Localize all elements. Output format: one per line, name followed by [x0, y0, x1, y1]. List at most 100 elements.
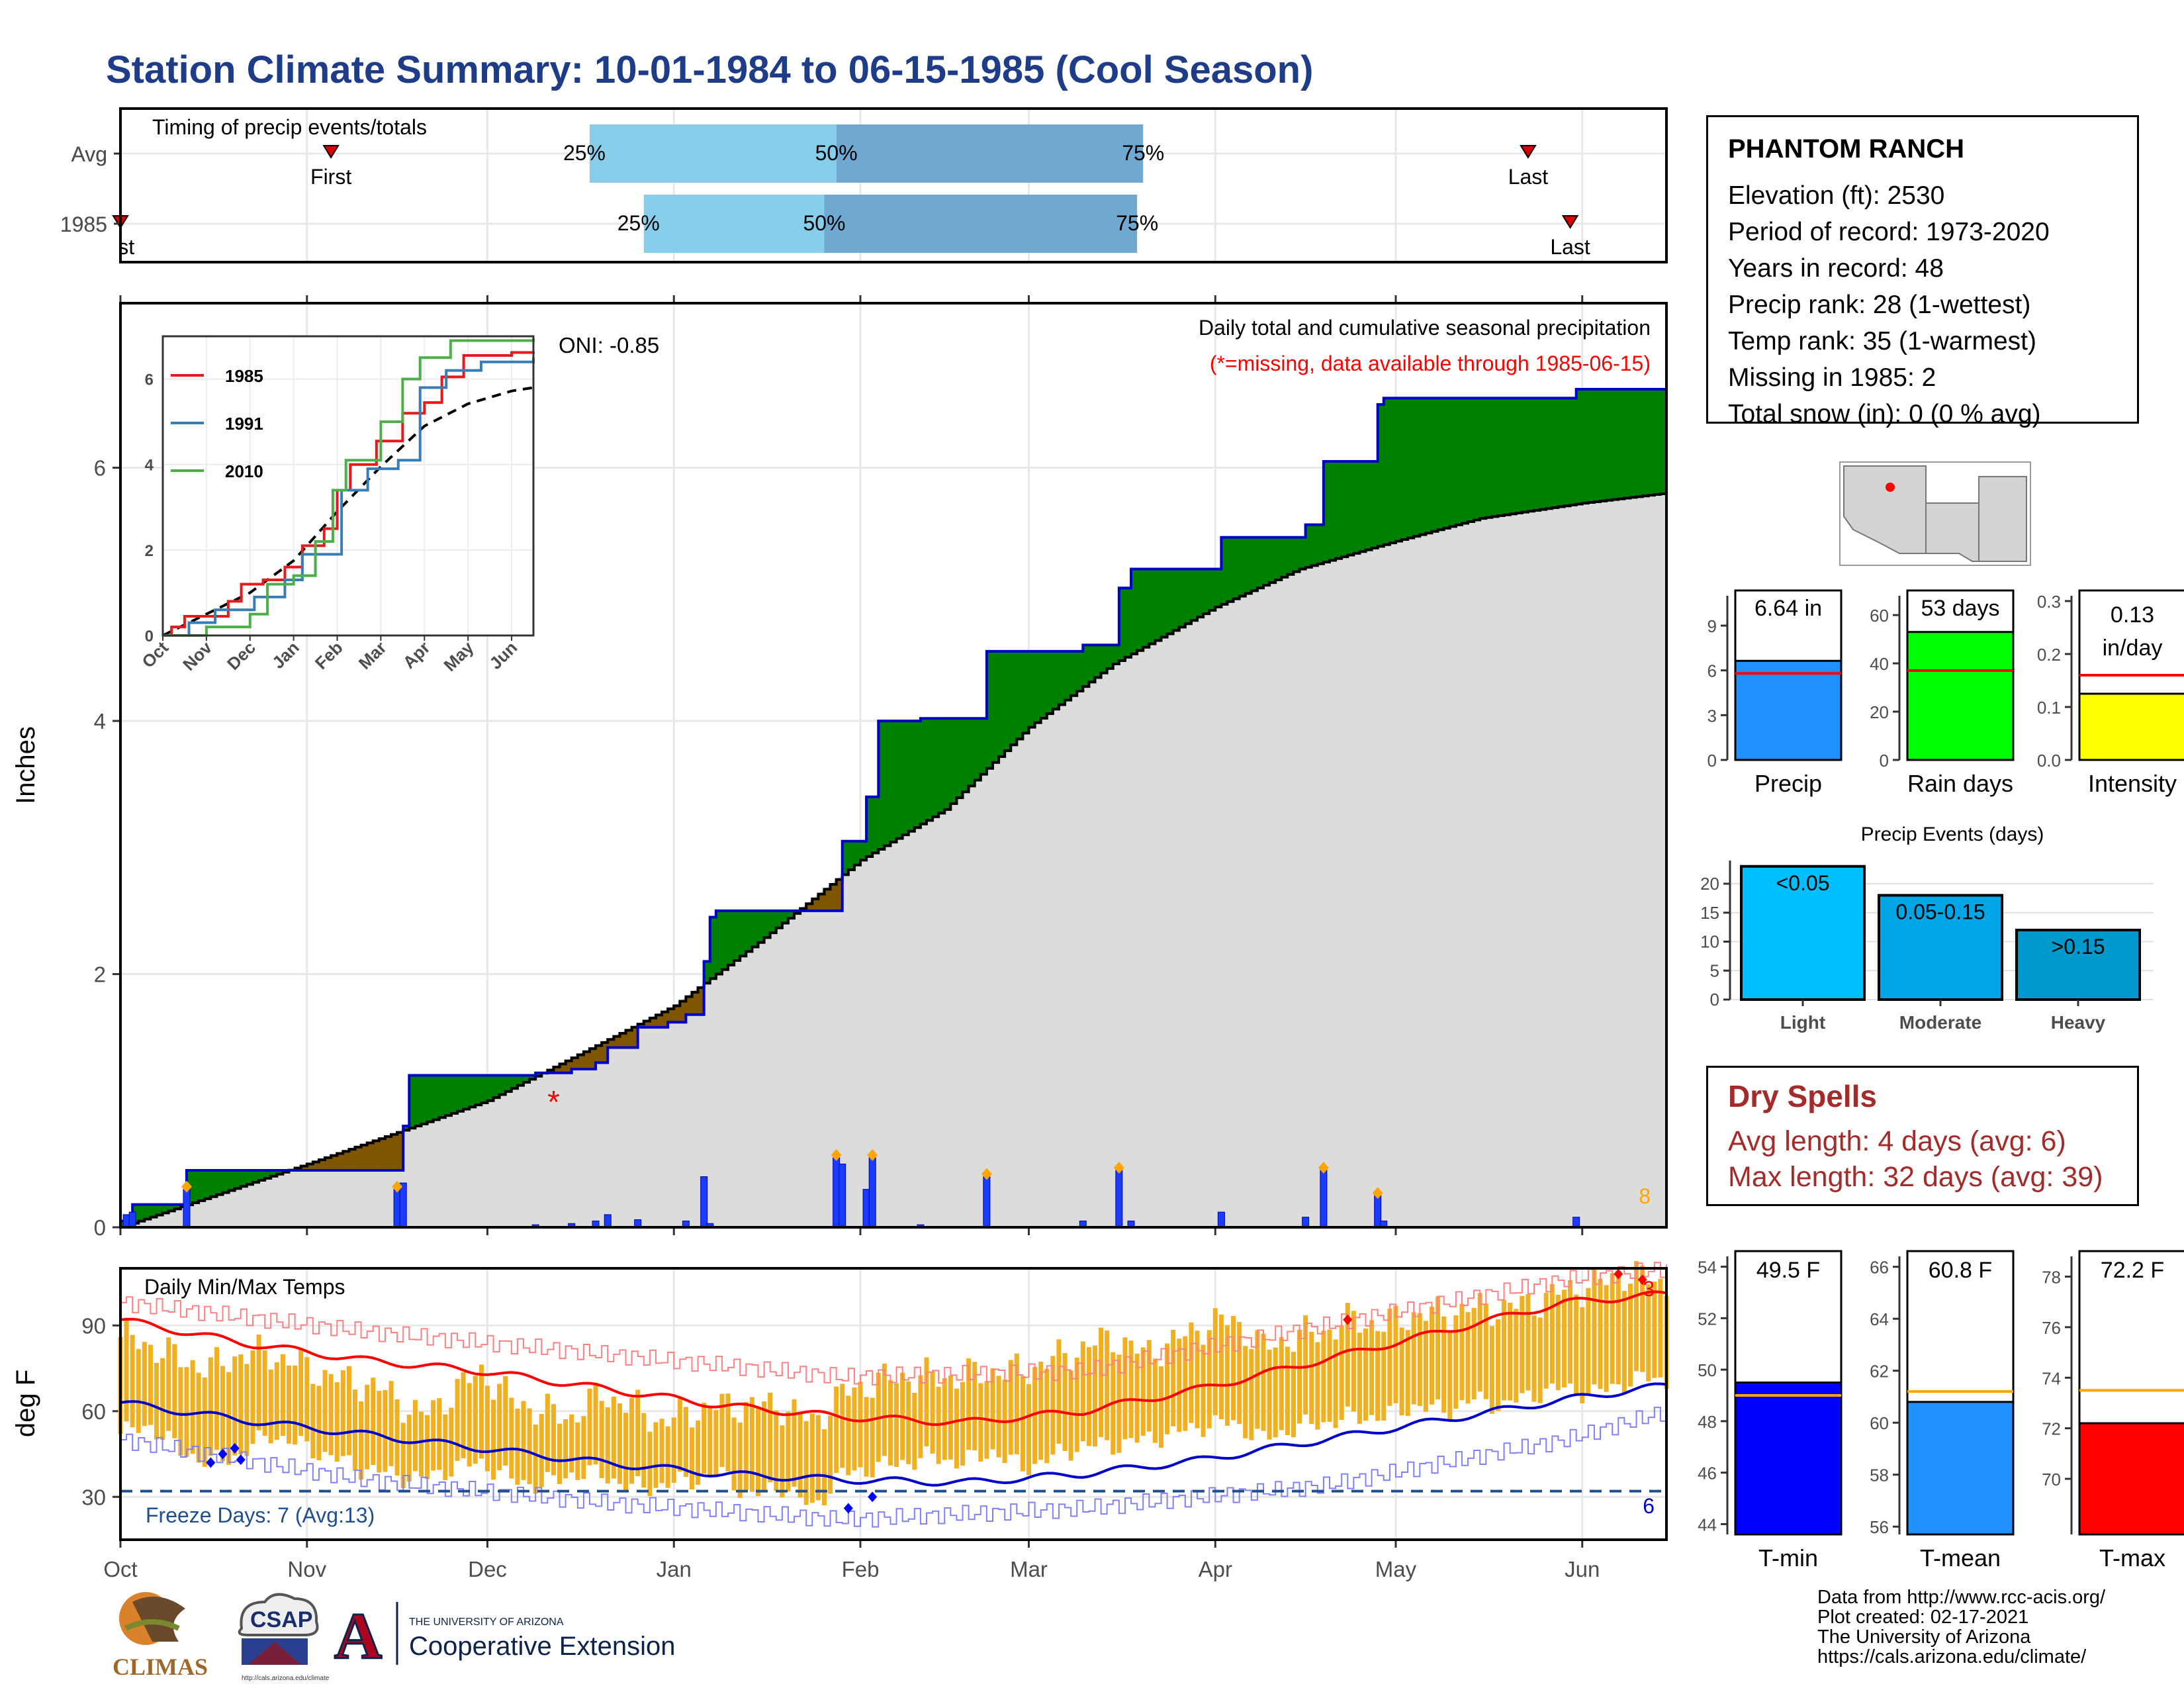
precip-above-avg-fill [1167, 569, 1174, 634]
precip-above-avg-fill [445, 1075, 452, 1116]
precip-summary-name: Intensity [2088, 770, 2177, 797]
freeze-marker [218, 1448, 228, 1460]
precip-daily-bar [1572, 1217, 1580, 1228]
precip-above-avg-fill [1449, 398, 1457, 527]
precip-above-avg-fill [1642, 389, 1649, 496]
freeze-marker [206, 1457, 216, 1468]
precip-above-avg-fill [1191, 569, 1198, 621]
precip-above-avg-fill [1371, 461, 1379, 549]
temp-daily-bar [1658, 1278, 1663, 1378]
precip-above-avg-fill [1089, 645, 1096, 682]
precip-above-avg-fill [1215, 569, 1222, 607]
precip-summary-tick-label: 6 [1707, 661, 1717, 681]
temp-daily-bar [1140, 1347, 1146, 1436]
precip-chart-subtitle: (*=missing, data available through 1985-… [1210, 352, 1651, 375]
precip-y-tick-label: 4 [94, 709, 106, 733]
temp-daily-bar [809, 1413, 815, 1503]
precip-above-avg-fill [234, 1170, 242, 1189]
precip-above-avg-fill [174, 1204, 181, 1209]
precip-above-avg-fill [1017, 651, 1024, 739]
temp-daily-bar [377, 1390, 382, 1473]
precip-above-avg-fill [1570, 398, 1577, 505]
precip-above-avg-fill [1173, 569, 1180, 631]
precip-above-avg-fill [1323, 461, 1330, 563]
temp-summary-tick-label: 60 [1870, 1413, 1889, 1433]
precip-above-avg-fill [1131, 569, 1138, 654]
precip-summary-tick-label: 0 [1880, 751, 1889, 771]
temp-daily-bar [443, 1414, 448, 1480]
temp-daily-bar [539, 1414, 544, 1487]
precip-below-avg-fill [312, 1162, 320, 1170]
timing-q75-label: 75% [1116, 211, 1158, 235]
precip-above-avg-fill [265, 1170, 271, 1178]
temp-summary-tick-label: 66 [1870, 1258, 1889, 1278]
inset-y-tick-label: 6 [145, 371, 154, 389]
temp-daily-bar [287, 1365, 292, 1444]
precip-daily-bar [128, 1211, 136, 1228]
temp-daily-bar [1086, 1346, 1091, 1446]
precip-above-avg-fill [1197, 569, 1204, 618]
precip-above-avg-fill [866, 796, 873, 857]
temp-daily-bar [232, 1356, 238, 1456]
precip-summary-tick-label: 0.2 [2037, 645, 2061, 665]
temp-y-tick-label: 30 [81, 1485, 106, 1509]
precip-above-avg-fill [1046, 651, 1054, 714]
temp-daily-bar [834, 1386, 839, 1474]
temp-daily-bar [1351, 1311, 1356, 1412]
precip-above-avg-fill [228, 1170, 236, 1191]
precip-above-avg-fill [1113, 645, 1120, 665]
temp-daily-bar [130, 1335, 135, 1428]
precip-above-avg-fill [1305, 524, 1312, 567]
events-bar-label: 0.05-0.15 [1895, 900, 1985, 924]
temp-daily-bar [1158, 1366, 1163, 1448]
precip-summary-tick-label: 0 [1707, 751, 1717, 771]
temp-daily-bar [160, 1358, 165, 1440]
temp-daily-bar [828, 1415, 833, 1494]
temp-record-min-line [120, 1407, 1667, 1528]
temp-daily-bar [142, 1342, 147, 1427]
precip-summary-name: Rain days [1907, 770, 2013, 797]
temp-daily-bar [1249, 1349, 1254, 1440]
temp-record-max-line [120, 1262, 1667, 1385]
temp-daily-bar [316, 1385, 322, 1461]
precip-above-avg-fill [992, 651, 999, 763]
temp-daily-bar [527, 1408, 532, 1485]
precip-below-avg-fill [559, 1064, 567, 1073]
precip-above-avg-fill [1023, 651, 1030, 733]
temp-daily-bar [1465, 1312, 1471, 1404]
precip-above-avg-fill [1582, 389, 1589, 504]
temp-summary-name: T-min [1758, 1544, 1818, 1571]
precip-above-avg-fill [1311, 524, 1318, 566]
timing-last-label: Last [1508, 165, 1549, 189]
precip-above-avg-fill [770, 910, 777, 933]
temp-daily-bar [1531, 1315, 1537, 1402]
temp-daily-bar [1375, 1331, 1381, 1421]
events-bar-heavy [2015, 929, 2141, 1001]
precip-summary-tick-label: 40 [1870, 654, 1889, 674]
precip-below-avg-fill [373, 1141, 380, 1170]
temp-daily-bar [521, 1401, 526, 1480]
precip-above-avg-fill [709, 917, 717, 979]
precip-above-avg-fill [1492, 398, 1499, 517]
temp-daily-bar [497, 1383, 502, 1470]
temp-daily-bar [491, 1399, 496, 1480]
timing-q75-label: 75% [1122, 141, 1164, 165]
precip-summary-value-label: 0.13 [2111, 602, 2154, 628]
precip-event-marker [181, 1180, 192, 1193]
temp-x-tick-label: Feb [842, 1557, 880, 1581]
precip-above-avg-fill [1600, 389, 1607, 501]
temp-daily-bar [1303, 1315, 1308, 1415]
temp-daily-bar [641, 1413, 647, 1488]
precip-summary-tick-label: 0.0 [2037, 751, 2061, 771]
temp-summary-bar [2078, 1422, 2184, 1536]
precip-below-avg-fill [547, 1070, 555, 1073]
precip-above-avg-fill [1606, 389, 1613, 500]
temp-daily-bar [280, 1354, 285, 1436]
temp-daily-bar [437, 1398, 442, 1470]
precip-below-avg-fill [331, 1155, 338, 1170]
precip-above-avg-fill [950, 718, 958, 804]
temp-daily-bar [659, 1419, 664, 1483]
precip-above-avg-fill [896, 721, 903, 839]
temp-summary-bar [1734, 1382, 1843, 1536]
temp-daily-bar [1646, 1284, 1651, 1382]
